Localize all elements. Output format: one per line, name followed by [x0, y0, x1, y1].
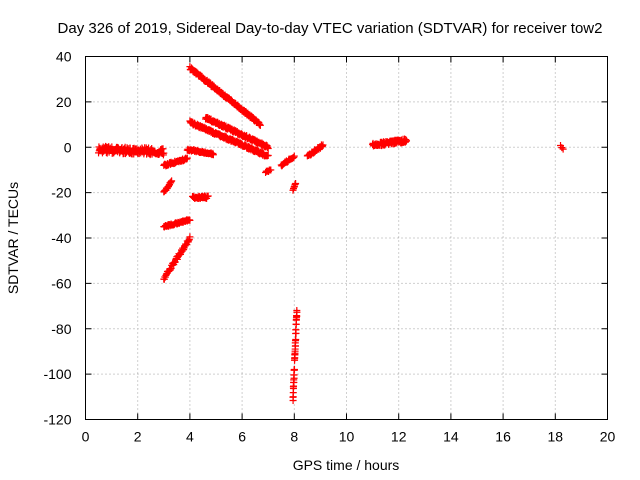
data-point	[292, 336, 300, 344]
data-point	[290, 152, 298, 160]
data-point	[559, 145, 567, 153]
x-tick-label: 0	[82, 429, 90, 445]
data-point	[264, 152, 272, 160]
data-point	[186, 233, 194, 241]
data-point	[293, 308, 301, 316]
y-tick-label: 20	[56, 94, 72, 110]
data-point	[183, 154, 191, 162]
x-tick-label: 4	[186, 429, 194, 445]
series-Q	[557, 142, 567, 153]
series-C	[160, 233, 194, 283]
data-point	[558, 144, 566, 152]
y-tick-label: -20	[51, 185, 71, 201]
data-point	[186, 216, 194, 224]
y-axis-label: SDTVAR / TECUs	[5, 182, 21, 294]
data-point	[159, 145, 167, 153]
data-points	[95, 63, 567, 404]
data-point	[290, 365, 298, 373]
series-E	[160, 154, 191, 170]
series-L	[277, 152, 298, 170]
y-tick-label: 0	[64, 139, 72, 155]
series-D	[160, 216, 194, 231]
data-point	[209, 151, 217, 159]
data-point	[290, 374, 298, 382]
y-tick-labels: -120 -100 -80 -60 -40 -20 0 20 40	[43, 49, 71, 428]
data-point	[264, 145, 272, 153]
grid-lines	[85, 56, 608, 420]
x-tick-label: 18	[548, 429, 564, 445]
x-tick-label: 20	[600, 429, 616, 445]
data-point	[160, 149, 168, 157]
series-I	[186, 117, 272, 160]
series-M	[303, 141, 327, 160]
y-tick-label: -100	[43, 366, 71, 382]
series-H	[186, 63, 264, 129]
chart-title: Day 326 of 2019, Sidereal Day-to-day VTE…	[58, 20, 603, 37]
series-B	[160, 177, 176, 196]
y-tick-label: 40	[56, 49, 72, 65]
data-point	[403, 137, 411, 145]
series-A	[95, 142, 168, 159]
y-tick-label: -80	[51, 321, 71, 337]
data-point	[292, 179, 300, 187]
x-tick-label: 10	[339, 429, 355, 445]
y-tick-label: -120	[43, 412, 71, 428]
series-P	[369, 135, 411, 150]
x-axis-label: GPS time / hours	[293, 457, 400, 473]
x-tick-label: 14	[443, 429, 459, 445]
data-point	[256, 121, 264, 129]
x-tick-labels: 0 2 4 6 8 10 12 14 16 18 20	[82, 429, 616, 445]
series-N	[289, 179, 300, 194]
y-tick-label: -40	[51, 230, 71, 246]
data-point	[204, 192, 212, 200]
series-K	[262, 166, 275, 177]
data-point	[267, 166, 275, 174]
x-tick-label: 6	[238, 429, 246, 445]
x-tick-label: 2	[134, 429, 142, 445]
x-tick-label: 16	[495, 429, 511, 445]
data-point	[292, 329, 300, 337]
x-tick-label: 8	[290, 429, 298, 445]
series-O	[289, 307, 301, 404]
series-F	[183, 145, 217, 159]
x-tick-label: 12	[391, 429, 407, 445]
y-tick-label: -60	[51, 275, 71, 291]
series-G	[189, 192, 212, 202]
data-point	[168, 177, 176, 185]
plot-frame	[85, 56, 608, 420]
series-J	[202, 113, 272, 153]
data-point	[319, 141, 327, 149]
